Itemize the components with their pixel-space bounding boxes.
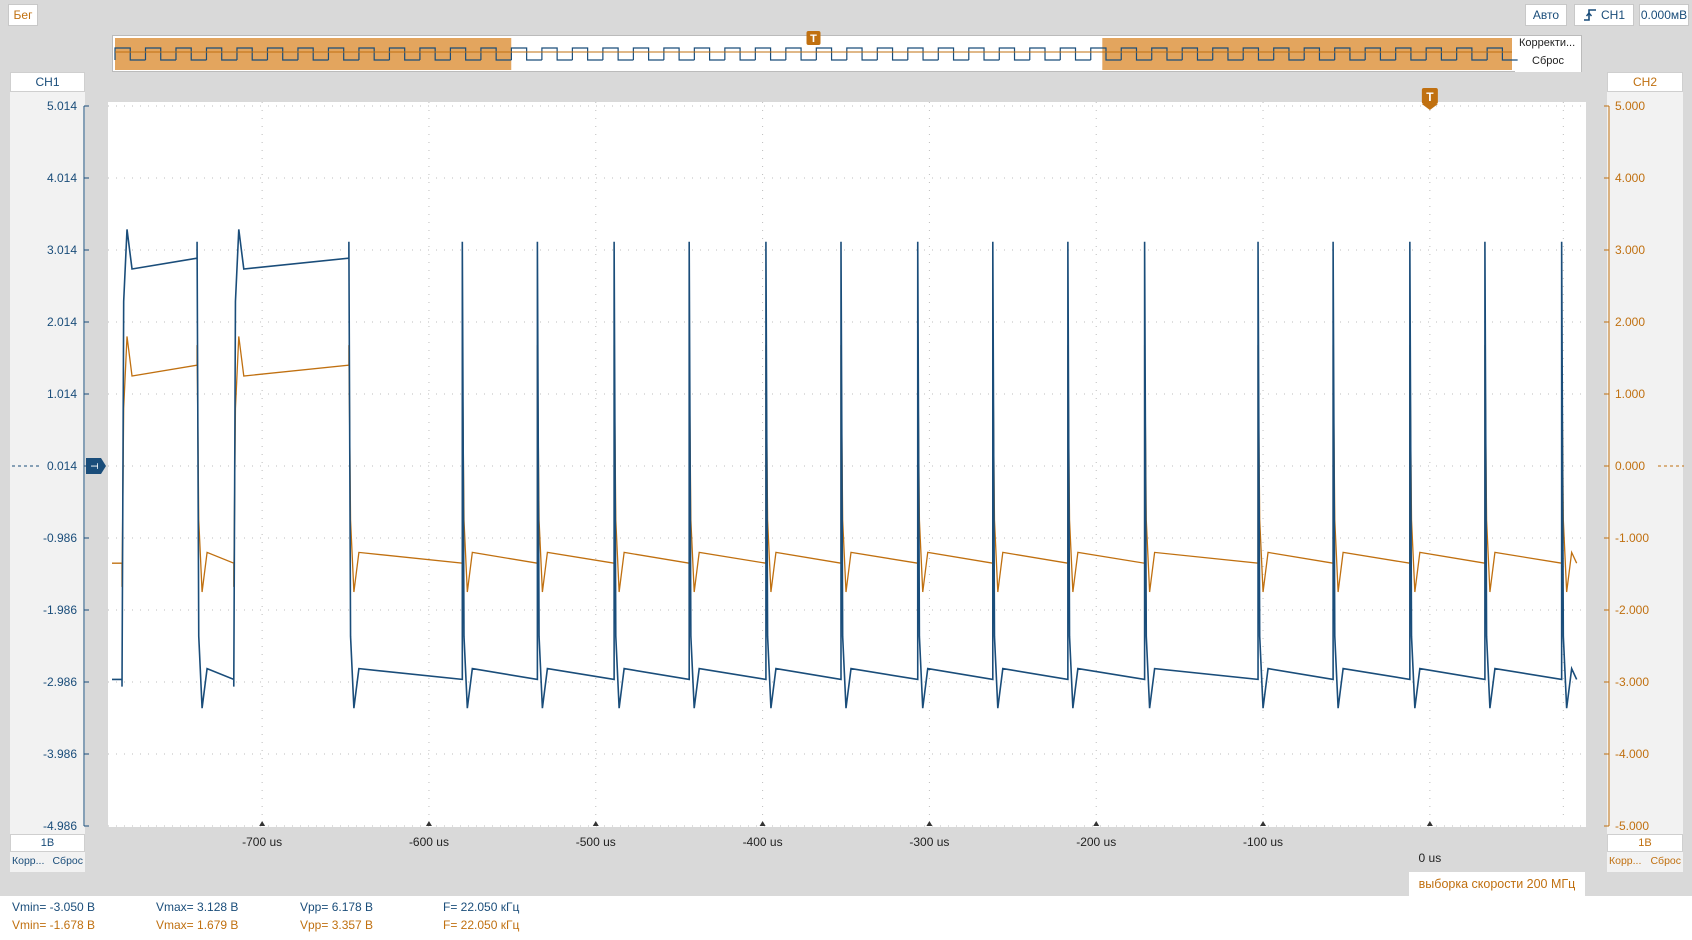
ch1-tick-label: 0.014	[47, 459, 77, 473]
trigger-marker-tip	[1421, 104, 1438, 110]
ch1-scale-label: 1В	[40, 837, 55, 849]
ch1-buttons: Корр... Сброс	[10, 855, 85, 871]
ch1-title[interactable]: CH1	[10, 72, 85, 92]
ch1-offset-marker	[86, 458, 106, 474]
ch2-tick-label: 3.000	[1615, 243, 1645, 257]
ch2-vpp: Vpp= 3.357 В	[300, 918, 374, 932]
trigger-level-value: 0.000мВ	[1640, 8, 1688, 22]
run-label: Бег	[13, 8, 33, 22]
x-axis: -700 us -600 us -500 us -400 us -300 us -200 …	[242, 821, 1441, 865]
x-tick-label: -400 us	[743, 835, 783, 849]
overview-correct-button[interactable]: Корректи...	[1515, 37, 1581, 55]
overview-reset-button[interactable]: Сброс	[1515, 55, 1581, 72]
ch1-vmax: Vmax= 3.128 В	[156, 900, 239, 914]
ch2-tick-label: 1.000	[1615, 387, 1645, 401]
x-axis-tick	[759, 821, 766, 826]
ch1-axis-panel: CH1 1В Корр... Сброс	[10, 72, 85, 872]
ch1-freq: F= 22.050 кГц	[443, 900, 520, 914]
ch1-tick-label: 3.014	[47, 243, 77, 257]
ch2-tick-label: 0.000	[1615, 459, 1645, 473]
sample-rate-text: выборка скорости 200 МГц	[1418, 877, 1576, 891]
ch2-y-axis: 5.000 4.000 3.000 2.000 1.000 0.000 -1.000 -2.0…	[1604, 99, 1684, 833]
auto-label: Авто	[1532, 8, 1560, 22]
x-axis-tick	[259, 821, 266, 826]
ch2-scale[interactable]: 1В	[1607, 834, 1683, 852]
overview-correct-label: Корректи...	[1519, 37, 1576, 49]
ch2-vmin: Vmin= -1.678 В	[12, 918, 96, 932]
ch2-buttons: Корр... Сброс	[1607, 855, 1683, 871]
x-axis-tick	[592, 821, 599, 826]
x-tick-label: -700 us	[242, 835, 282, 849]
grid-lines	[108, 102, 1586, 827]
overview-reset-label: Сброс	[1532, 55, 1564, 67]
ch1-reset-button[interactable]: Сброс	[52, 855, 83, 867]
ch1-offset-marker-label: T	[88, 463, 99, 469]
ch2-tick-label: 4.000	[1615, 171, 1645, 185]
x-tick-label: 0 us	[1419, 851, 1442, 865]
ch1-measurements: Vmin= -3.050 В Vmax= 3.128 В Vpp= 6.178 …	[12, 900, 519, 918]
sample-rate-label: выборка скорости 200 МГц	[1409, 872, 1585, 896]
ch1-correct-button[interactable]: Корр...	[12, 855, 45, 867]
trigger-marker-label: T	[1426, 90, 1434, 104]
ch2-trace	[112, 336, 1578, 593]
x-tick-label: -300 us	[909, 835, 949, 849]
ch2-measurements: Vmin= -1.678 В Vmax= 1.679 В Vpp= 3.357 …	[12, 918, 519, 936]
rising-edge-icon	[1583, 9, 1596, 21]
x-tick-label: -500 us	[576, 835, 616, 849]
x-tick-label: -600 us	[409, 835, 449, 849]
x-axis-tick	[1426, 821, 1433, 826]
trigger-source-label: CH1	[1600, 8, 1625, 22]
ch2-tick-label: 5.000	[1615, 99, 1645, 113]
ch1-tick-label: 1.014	[47, 387, 77, 401]
x-axis-tick	[926, 821, 933, 826]
ch1-tick-label: 4.014	[47, 171, 77, 185]
ch2-tick-label: -5.000	[1615, 819, 1649, 833]
ch2-tick-label: -4.000	[1615, 747, 1649, 761]
ch2-title[interactable]: CH2	[1607, 72, 1683, 92]
ch1-tick-label: -0.986	[43, 531, 77, 545]
x-axis-tick	[1260, 821, 1267, 826]
ch1-tick-label: -2.986	[43, 675, 77, 689]
measurements-panel: Vmin= -3.050 В Vmax= 3.128 В Vpp= 6.178 …	[0, 896, 1692, 940]
ch1-y-axis: 5.014 4.014 3.014 2.014 1.014 0.014 -0.986 -1.9…	[12, 99, 106, 833]
ch2-axis-panel: CH2 1В Корр... Сброс	[1607, 72, 1683, 872]
trigger-source-button[interactable]: CH1	[1574, 4, 1634, 26]
auto-mode-button[interactable]: Авто	[1525, 4, 1567, 26]
x-tick-label: -200 us	[1076, 835, 1116, 849]
overview-hidden-right	[1102, 38, 1512, 70]
ch1-scale[interactable]: 1В	[10, 834, 85, 852]
ch2-tick-label: 2.000	[1615, 315, 1645, 329]
ch1-tick-label: -1.986	[43, 603, 77, 617]
ch2-correct-button[interactable]: Корр...	[1609, 855, 1642, 867]
ch2-scale-label: 1В	[1638, 837, 1652, 849]
ch1-tick-label: 2.014	[47, 315, 77, 329]
ch2-tick-label: -1.000	[1615, 531, 1649, 545]
ch2-tick-label: -2.000	[1615, 603, 1649, 617]
ch2-title-label: CH2	[1632, 75, 1657, 89]
x-axis-tick	[1093, 821, 1100, 826]
ch1-vmin: Vmin= -3.050 В	[12, 900, 96, 914]
x-axis-tick	[425, 821, 432, 826]
ch1-trace	[112, 229, 1578, 709]
ch2-freq: F= 22.050 кГц	[443, 918, 520, 932]
ch1-tick-label: -4.986	[43, 819, 77, 833]
trigger-marker	[1421, 88, 1438, 104]
ch1-title-label: CH1	[35, 75, 60, 89]
ch2-vmax: Vmax= 1.679 В	[156, 918, 239, 932]
ch2-reset-button[interactable]: Сброс	[1650, 855, 1681, 867]
run-button[interactable]: Бег	[8, 4, 38, 26]
overview-trigger-label: T	[810, 33, 817, 45]
ch1-tick-label: 5.014	[47, 99, 77, 113]
overview-trace	[114, 47, 1518, 61]
x-tick-label: -100 us	[1243, 835, 1283, 849]
ch1-tick-label: -3.986	[43, 747, 77, 761]
trigger-level-field[interactable]: 0.000мВ	[1639, 4, 1689, 26]
ch1-vpp: Vpp= 6.178 В	[300, 900, 374, 914]
ch2-tick-label: -3.000	[1615, 675, 1649, 689]
overview-trigger-marker	[806, 31, 821, 45]
